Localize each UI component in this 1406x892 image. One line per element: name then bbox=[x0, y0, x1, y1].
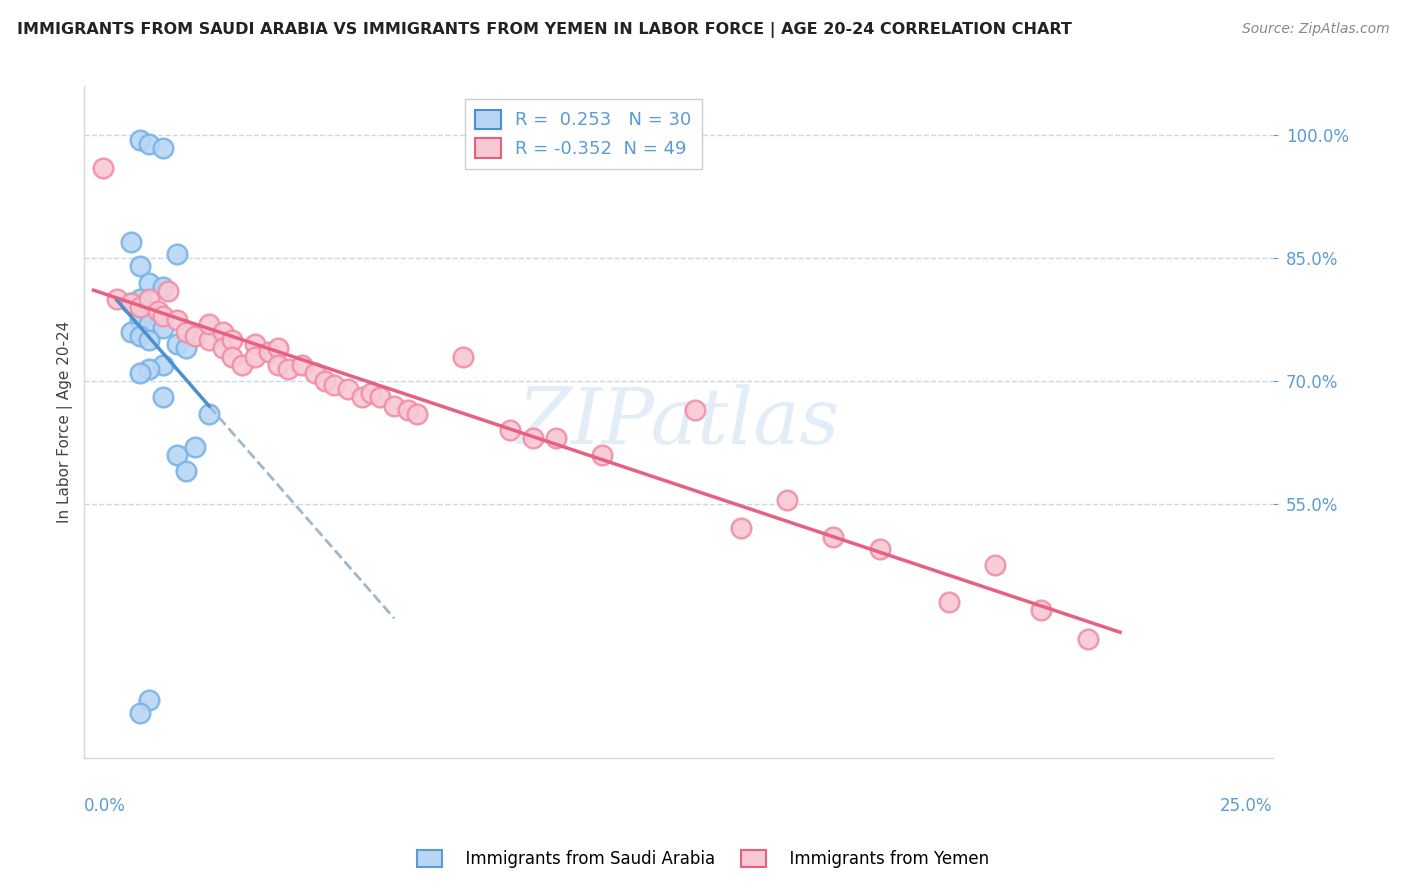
Point bbox=[91, 161, 114, 176]
Point bbox=[323, 378, 346, 392]
Point bbox=[152, 321, 174, 335]
Legend:   Immigrants from Saudi Arabia,   Immigrants from Yemen: Immigrants from Saudi Arabia, Immigrants… bbox=[411, 843, 995, 875]
Point bbox=[166, 448, 188, 462]
Point bbox=[730, 521, 752, 535]
Point bbox=[156, 284, 179, 298]
Point bbox=[138, 292, 160, 306]
Point bbox=[291, 358, 314, 372]
Point bbox=[1031, 603, 1053, 617]
Point bbox=[245, 350, 267, 364]
Text: ZIPatlas: ZIPatlas bbox=[517, 384, 839, 460]
Point bbox=[212, 342, 235, 356]
Point bbox=[221, 350, 243, 364]
Point bbox=[138, 693, 160, 707]
Point bbox=[128, 312, 150, 326]
Point bbox=[396, 402, 419, 417]
Text: 25.0%: 25.0% bbox=[1220, 797, 1272, 814]
Point bbox=[148, 309, 170, 323]
Point bbox=[128, 301, 150, 315]
Point bbox=[184, 440, 207, 454]
Point bbox=[138, 317, 160, 331]
Point bbox=[152, 358, 174, 372]
Point bbox=[267, 342, 290, 356]
Point bbox=[174, 464, 197, 478]
Point bbox=[938, 595, 960, 609]
Point bbox=[221, 333, 243, 347]
Point bbox=[166, 337, 188, 351]
Point bbox=[174, 342, 197, 356]
Point bbox=[522, 431, 544, 445]
Point bbox=[406, 407, 429, 421]
Point bbox=[1077, 632, 1099, 646]
Point bbox=[198, 317, 221, 331]
Point bbox=[128, 292, 150, 306]
Point bbox=[152, 309, 174, 323]
Point bbox=[120, 296, 142, 310]
Point bbox=[776, 492, 799, 507]
Point bbox=[499, 423, 522, 437]
Point bbox=[152, 141, 174, 155]
Point bbox=[304, 366, 326, 380]
Point bbox=[128, 132, 150, 146]
Text: IMMIGRANTS FROM SAUDI ARABIA VS IMMIGRANTS FROM YEMEN IN LABOR FORCE | AGE 20-24: IMMIGRANTS FROM SAUDI ARABIA VS IMMIGRAN… bbox=[17, 22, 1071, 38]
Point bbox=[198, 333, 221, 347]
Point bbox=[174, 325, 197, 339]
Point bbox=[823, 530, 845, 544]
Point bbox=[120, 235, 142, 249]
Point bbox=[382, 399, 405, 413]
Point bbox=[138, 136, 160, 151]
Point bbox=[128, 366, 150, 380]
Point bbox=[591, 448, 613, 462]
Point bbox=[198, 407, 221, 421]
Point bbox=[360, 386, 382, 401]
Y-axis label: In Labor Force | Age 20-24: In Labor Force | Age 20-24 bbox=[58, 321, 73, 523]
Point bbox=[128, 329, 150, 343]
Point bbox=[368, 391, 391, 405]
Point bbox=[277, 361, 299, 376]
Point bbox=[166, 247, 188, 261]
Text: 0.0%: 0.0% bbox=[84, 797, 127, 814]
Point bbox=[683, 402, 706, 417]
Point bbox=[138, 333, 160, 347]
Point bbox=[105, 292, 128, 306]
Point bbox=[148, 304, 170, 318]
Point bbox=[245, 337, 267, 351]
Point bbox=[184, 329, 207, 343]
Point bbox=[166, 312, 188, 326]
Point bbox=[138, 276, 160, 290]
Point bbox=[128, 706, 150, 720]
Point bbox=[350, 391, 373, 405]
Point bbox=[120, 325, 142, 339]
Point bbox=[267, 358, 290, 372]
Point bbox=[257, 345, 280, 359]
Point bbox=[544, 431, 567, 445]
Point bbox=[453, 350, 475, 364]
Point bbox=[314, 374, 336, 388]
Point bbox=[152, 391, 174, 405]
Point bbox=[152, 280, 174, 294]
Point bbox=[869, 541, 891, 556]
Point bbox=[138, 361, 160, 376]
Point bbox=[336, 382, 359, 396]
Legend: R =  0.253   N = 30, R = -0.352  N = 49: R = 0.253 N = 30, R = -0.352 N = 49 bbox=[464, 99, 702, 169]
Point bbox=[128, 260, 150, 274]
Point bbox=[212, 325, 235, 339]
Point bbox=[120, 296, 142, 310]
Text: Source: ZipAtlas.com: Source: ZipAtlas.com bbox=[1241, 22, 1389, 37]
Point bbox=[231, 358, 253, 372]
Point bbox=[984, 558, 1007, 573]
Point bbox=[138, 304, 160, 318]
